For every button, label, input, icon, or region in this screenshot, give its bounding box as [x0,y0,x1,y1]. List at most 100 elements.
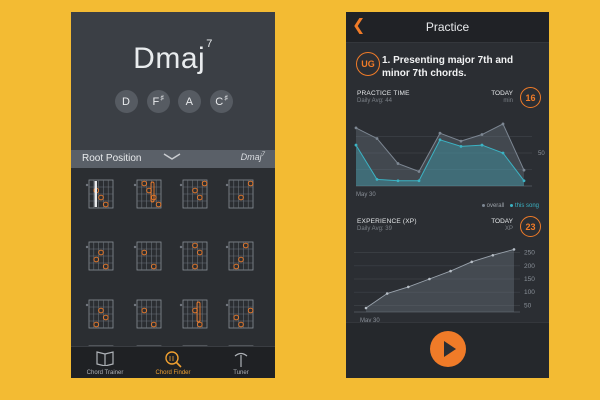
finger-dot [247,180,254,187]
play-button[interactable] [430,331,466,367]
tab-chord-finder[interactable]: Chord Finder [139,347,207,378]
finger-dot [155,201,162,208]
y-tick-label: 150 [524,276,535,283]
mute-mark [85,183,89,187]
chord-diagram-svg [179,241,208,271]
chevron-down-icon[interactable] [163,153,181,161]
legend-dot-song [509,203,513,207]
data-point [480,143,484,147]
data-point [396,162,400,165]
finger-dot [98,249,104,256]
finger-dot [247,307,254,314]
xp-unit: XP [504,226,513,232]
finger-dot [98,307,104,314]
chord-diagram-svg [179,299,208,329]
tab-label: Chord Trainer [86,370,124,376]
finger-dot [233,263,239,270]
legend-dot-overall [481,203,485,207]
nav-bar: ❮ Practice [346,12,549,43]
x-tick-label: May 30 [356,192,376,198]
chord-diagram-svg [133,241,162,271]
mute-mark [179,245,183,249]
finger-dot [103,201,109,208]
data-point [364,306,368,310]
data-point [438,138,442,142]
tab-chord-trainer[interactable]: Chord Trainer [71,347,139,378]
chord-diagram[interactable] [223,296,263,336]
mute-mark [85,245,89,249]
y-tick-label: 50 [538,151,545,157]
finger-dot [197,249,203,256]
chord-diagram[interactable] [223,176,263,216]
note-label: A [185,95,193,108]
finger-dot [103,263,109,270]
finger-dot [201,180,208,187]
data-point [449,269,452,273]
finger-dot [243,242,249,249]
chord-diagram[interactable] [177,296,217,336]
position-chord-ext: 7 [261,152,265,158]
chord-diagram-svg [85,179,114,209]
chord-root: Dmaj [133,42,206,75]
finger-dot [151,321,157,328]
chord-diagram[interactable] [177,238,217,278]
mute-mark [225,183,229,187]
note-f-sharp[interactable]: F ♯ [146,90,170,113]
mute-mark [179,303,183,307]
x-tick-label: May 30 [360,318,380,322]
y-tick-label: 50 [524,302,532,309]
back-icon[interactable]: ❮ [352,17,366,34]
y-tick-label: 250 [524,250,535,257]
position-label: Root Position [82,153,142,164]
chord-diagram-svg [85,299,114,329]
chord-diagram[interactable] [83,238,123,278]
mute-mark [133,303,137,307]
y-tick-label: 200 [524,263,535,270]
finger-dot [197,321,203,328]
note-a[interactable]: A [178,90,202,113]
data-point [480,133,484,136]
data-point [512,248,516,251]
chord-diagram[interactable] [131,238,171,278]
note-d[interactable]: D [115,90,138,113]
data-point [406,285,410,289]
chord-diagram-svg [133,299,162,329]
chord-diagram[interactable] [131,176,171,216]
chord-diagram[interactable] [83,176,123,216]
data-point [459,145,463,148]
xp-title: EXPERIENCE (XP) [357,218,417,225]
data-point [522,179,526,183]
practice-time-title: PRACTICE TIME [357,90,410,97]
data-point [522,168,526,172]
practice-today-label: TODAY [491,90,513,97]
ug-logo-icon: UG [356,52,380,76]
data-point [438,131,442,135]
note-c-sharp[interactable]: C ♯ [209,90,233,113]
chord-diagram[interactable] [131,296,171,336]
chord-diagram[interactable] [83,296,123,336]
chart-legend: overall this song [478,203,539,209]
finger-dot [238,256,244,263]
y-tick-label: 100 [524,289,535,296]
mute-mark [133,183,137,187]
data-point [375,137,379,140]
chord-diagram-svg [225,299,254,329]
position-chord: Dmaj7 [241,152,265,162]
position-selector[interactable]: Root Position Dmaj7 [71,150,275,168]
finger-dot [141,180,147,187]
player-bar [346,322,549,378]
lesson-title: 1. Presenting major 7th and minor 7th ch… [382,55,514,79]
chord-diagram-svg [225,241,254,271]
xp-chart: 250 200 150 100 50 May 30 [354,248,535,322]
chord-diagram[interactable] [177,176,217,216]
chord-diagram[interactable] [223,238,263,278]
tab-tuner[interactable]: Tuner [207,347,275,378]
chord-diagram-svg [133,179,162,209]
tuning-fork-icon [234,352,248,367]
chord-title: Dmaj7 [71,38,275,76]
finger-dot [192,242,198,249]
finger-dot [197,194,203,201]
data-point [470,260,474,264]
xp-line [365,248,515,309]
legend-song: this song [514,203,539,209]
